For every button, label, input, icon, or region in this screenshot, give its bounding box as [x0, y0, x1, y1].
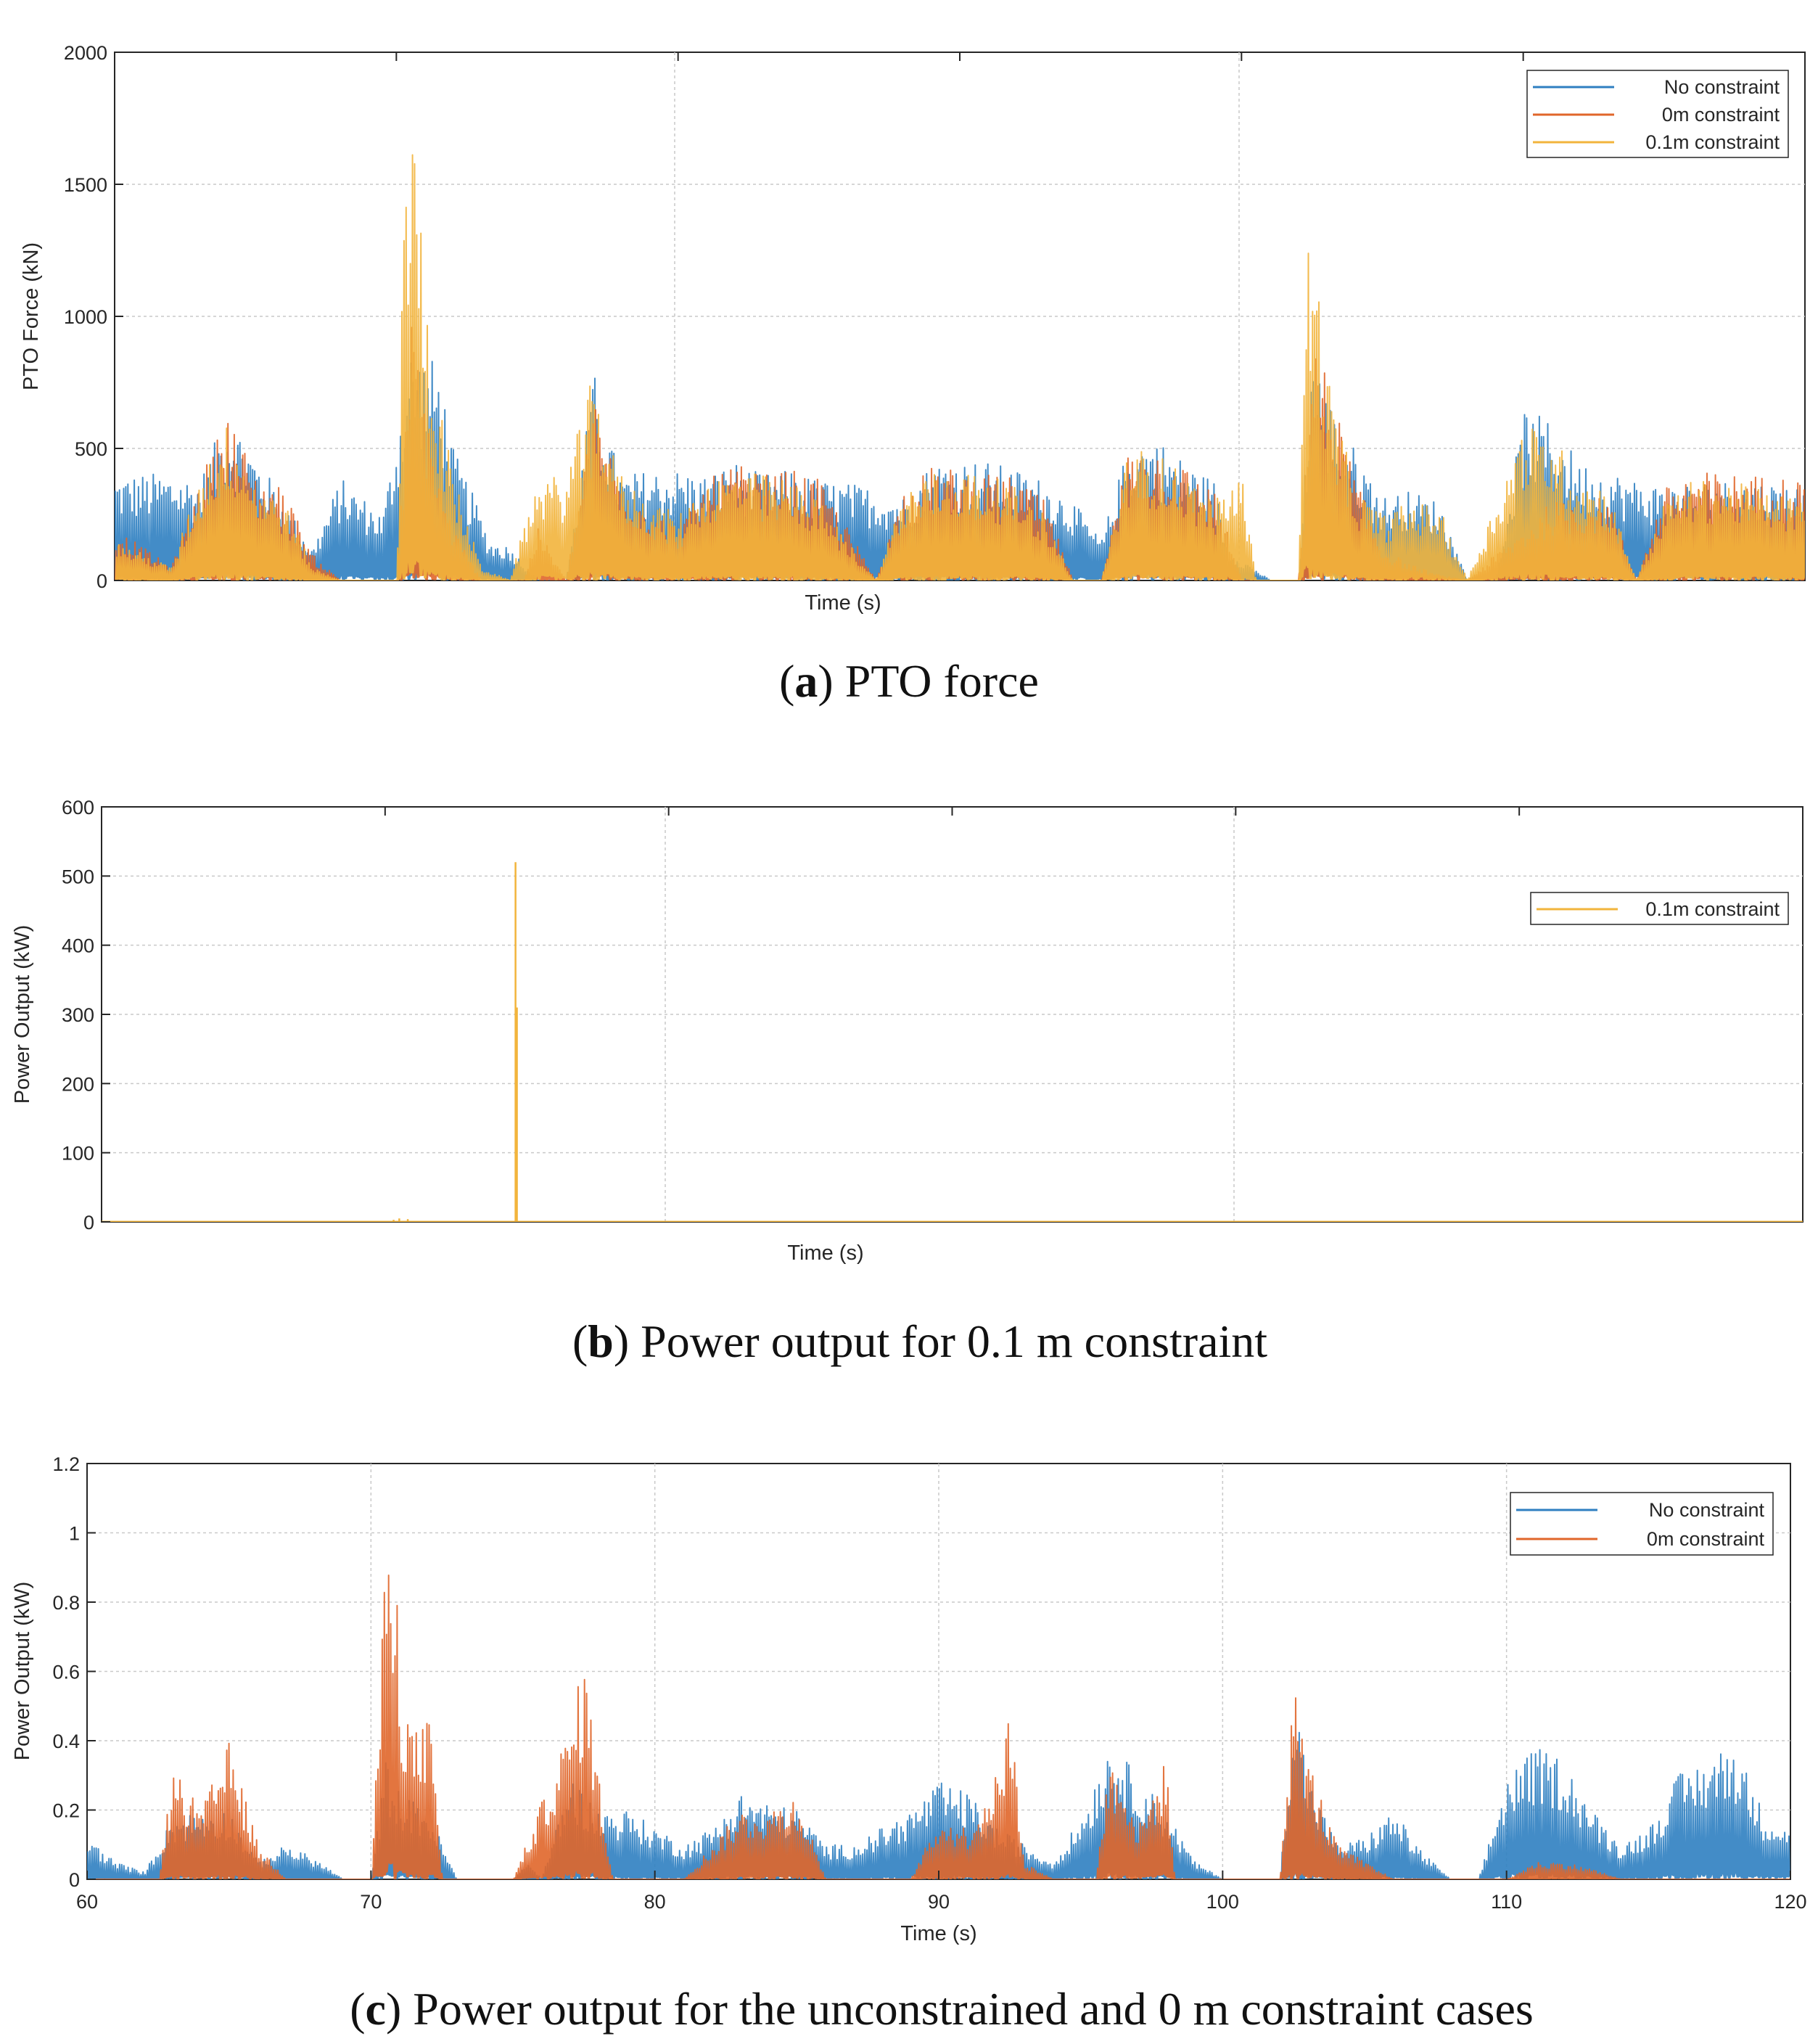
- panel-a-caption-text: PTO force: [834, 655, 1039, 707]
- panel-c-y-tick-label: 0.8: [52, 1592, 80, 1614]
- panel-c-y-tick-label: 0: [69, 1869, 80, 1891]
- panel-c-y-tick-label: 1.2: [52, 1453, 80, 1475]
- panel-c-y-tick-label: 1: [69, 1523, 80, 1545]
- panel-c-x-tick-label: 80: [644, 1891, 666, 1913]
- panel-c-x-tick-label: 60: [76, 1891, 98, 1913]
- panel-a-y-tick-label: 1500: [64, 174, 107, 196]
- legend-label: No constraint: [1649, 1499, 1765, 1521]
- panel-a-y-axis-label: PTO Force (kN): [20, 242, 43, 390]
- panel-c-x-tick-label: 120: [1774, 1891, 1806, 1913]
- panel-c-legend: No constraint 0m constraint: [1510, 1492, 1774, 1556]
- panel-a-x-axis-label: Time (s): [805, 591, 881, 615]
- panel-a-y-tick-label: 0: [96, 570, 107, 592]
- panel-b-y-tick-label: 200: [62, 1073, 94, 1095]
- legend-label: No constraint: [1664, 76, 1780, 98]
- panel-a-caption-letter: a: [794, 655, 818, 707]
- panel-b-y-tick-label: 500: [62, 866, 94, 887]
- panel-c-y-tick-label: 0.2: [52, 1800, 80, 1822]
- panel-c-x-axis-label: Time (s): [900, 1922, 976, 1945]
- panel-b-power-output-0.1m: 0 100 200 300 400 500 600 0.1m constraint Time…: [11, 797, 1803, 1367]
- panel-b-y-tick-label: 600: [62, 797, 94, 818]
- legend-box: [1510, 1492, 1774, 1556]
- panel-c-y-tick-label: 0.6: [52, 1662, 80, 1683]
- panel-a-y-tick-label: 1000: [64, 306, 107, 328]
- panel-b-caption-text: Power output for 0.1 m constraint: [629, 1316, 1267, 1367]
- panel-c-caption-text: Power output for the unconstrained and 0…: [401, 1983, 1534, 2035]
- panel-b-y-tick-label: 100: [62, 1143, 94, 1165]
- panel-c-x-tick-label: 90: [928, 1891, 950, 1913]
- legend-label: 0.1m constraint: [1645, 898, 1780, 920]
- series-line-0-1m-constraint: [115, 154, 1805, 580]
- panel-c-x-tick-label: 70: [360, 1891, 382, 1913]
- panel-b-y-tick-label: 400: [62, 935, 94, 957]
- panel-a-caption: (a) PTO force: [779, 655, 1039, 707]
- panel-b-x-axis-label: Time (s): [787, 1241, 863, 1265]
- panel-b-legend: 0.1m constraint: [1530, 892, 1789, 925]
- panel-b-y-axis-label: Power Output (kW): [11, 925, 34, 1104]
- panel-c-x-tick-label: 100: [1206, 1891, 1239, 1913]
- panel-c-x-tick-label: 110: [1491, 1891, 1522, 1913]
- panel-c-power-output-comparison: 0 0.2 0.4 0.6 0.8 1 1.2 60 70 80 90 100 110 120 No co…: [11, 1453, 1807, 2035]
- panel-c-y-tick-label: 0.4: [52, 1731, 80, 1752]
- legend-label: 0m constraint: [1662, 104, 1780, 126]
- panel-c-caption: (c) Power output for the unconstrained a…: [350, 1983, 1534, 2035]
- panel-c-y-axis-label: Power Output (kW): [11, 1582, 34, 1761]
- panel-c-caption-letter: c: [366, 1983, 386, 2035]
- panel-a-y-tick-label: 500: [75, 438, 107, 460]
- panel-b-y-tick-label: 0: [83, 1212, 94, 1234]
- panel-a-pto-force: 0 500 1000 1500 2000 No constraint 0m constra…: [20, 42, 1806, 707]
- legend-label: 0m constraint: [1647, 1528, 1765, 1550]
- panel-a-y-tick-label: 2000: [64, 42, 107, 64]
- legend-label: 0.1m constraint: [1645, 131, 1780, 153]
- panel-a-legend: No constraint 0m constraint 0.1m constrain…: [1526, 70, 1789, 158]
- panel-b-caption-letter: b: [588, 1316, 614, 1367]
- panel-b-y-tick-label: 300: [62, 1004, 94, 1026]
- panel-b-caption: (b) Power output for 0.1 m constraint: [572, 1316, 1267, 1367]
